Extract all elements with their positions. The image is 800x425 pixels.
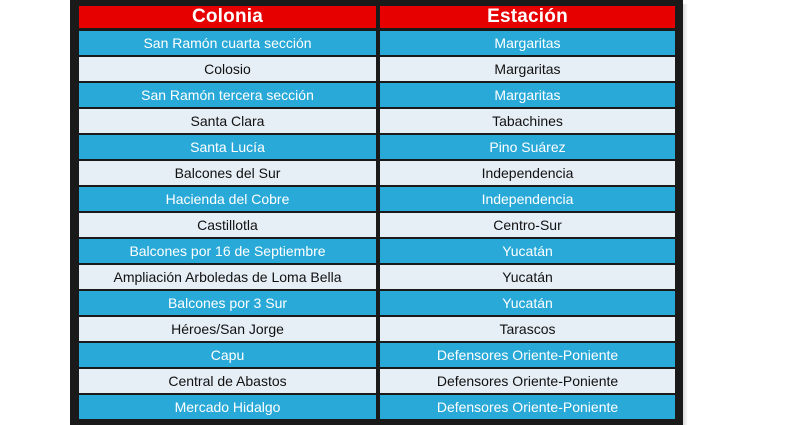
cell-colonia: Santa Clara	[79, 109, 376, 133]
table-row: Santa Lucía Pino Suárez	[79, 135, 675, 159]
table-row: Héroes/San Jorge Tarascos	[79, 317, 675, 341]
cell-estacion: Defensores Oriente-Poniente	[380, 369, 675, 393]
table-row: Ampliación Arboledas de Loma Bella Yucatá…	[79, 265, 675, 289]
table-row: Santa Clara Tabachines	[79, 109, 675, 133]
table-row: Balcones por 3 Sur Yucatán	[79, 291, 675, 315]
cell-colonia: San Ramón cuarta sección	[79, 31, 376, 55]
cell-estacion: Tabachines	[380, 109, 675, 133]
cell-estacion: Tarascos	[380, 317, 675, 341]
cell-colonia: Hacienda del Cobre	[79, 187, 376, 211]
cell-colonia: San Ramón tercera sección	[79, 83, 376, 107]
cell-colonia: Balcones del Sur	[79, 161, 376, 185]
table-row: Central de Abastos Defensores Oriente-Pon…	[79, 369, 675, 393]
colonia-estacion-table: Colonia Estación San Ramón cuarta secció…	[79, 6, 675, 419]
cell-estacion: Yucatán	[380, 291, 675, 315]
cell-estacion: Yucatán	[380, 239, 675, 263]
cell-colonia: Ampliación Arboledas de Loma Bella	[79, 265, 376, 289]
cell-colonia: Colosio	[79, 57, 376, 81]
cell-estacion: Pino Suárez	[380, 135, 675, 159]
cell-colonia: Mercado Hidalgo	[79, 395, 376, 419]
table-row: San Ramón tercera sección Margaritas	[79, 83, 675, 107]
cell-colonia: Héroes/San Jorge	[79, 317, 376, 341]
cell-colonia: Central de Abastos	[79, 369, 376, 393]
cell-estacion: Margaritas	[380, 31, 675, 55]
cell-colonia: Capu	[79, 343, 376, 367]
cell-estacion: Centro-Sur	[380, 213, 675, 237]
cell-estacion: Defensores Oriente-Poniente	[380, 395, 675, 419]
table-row: Balcones del Sur Independencia	[79, 161, 675, 185]
table-header-row: Colonia Estación	[79, 6, 675, 28]
table-row: Hacienda del Cobre Independencia	[79, 187, 675, 211]
frame-shadow	[678, 4, 688, 425]
cell-estacion: Margaritas	[380, 83, 675, 107]
cell-estacion: Defensores Oriente-Poniente	[380, 343, 675, 367]
header-estacion: Estación	[380, 6, 675, 28]
table-row: Mercado Hidalgo Defensores Oriente-Ponien…	[79, 395, 675, 419]
cell-estacion: Independencia	[380, 161, 675, 185]
table-row: Capu Defensores Oriente-Poniente	[79, 343, 675, 367]
cell-colonia: Santa Lucía	[79, 135, 376, 159]
table-body: San Ramón cuarta sección Margaritas Colosi…	[79, 31, 675, 421]
cell-colonia: Castillotla	[79, 213, 376, 237]
cell-estacion: Independencia	[380, 187, 675, 211]
cell-estacion: Yucatán	[380, 265, 675, 289]
cell-colonia: Balcones por 3 Sur	[79, 291, 376, 315]
table-row: Balcones por 16 de Septiembre Yucatán	[79, 239, 675, 263]
cell-colonia: Balcones por 16 de Septiembre	[79, 239, 376, 263]
cell-estacion: Margaritas	[380, 57, 675, 81]
table-row: San Ramón cuarta sección Margaritas	[79, 31, 675, 55]
table-row: Castillotla Centro-Sur	[79, 213, 675, 237]
table-row: Colosio Margaritas	[79, 57, 675, 81]
header-colonia: Colonia	[79, 6, 376, 28]
